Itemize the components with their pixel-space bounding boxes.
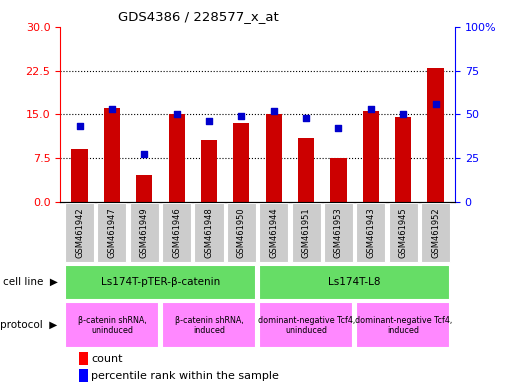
Text: β-catenin shRNA,
uninduced: β-catenin shRNA, uninduced <box>77 316 146 335</box>
FancyBboxPatch shape <box>291 203 321 262</box>
Text: cell line  ▶: cell line ▶ <box>3 277 58 287</box>
FancyBboxPatch shape <box>389 203 418 262</box>
Bar <box>104 108 120 202</box>
Point <box>431 101 440 107</box>
Bar <box>233 123 249 202</box>
Bar <box>201 141 217 202</box>
FancyBboxPatch shape <box>259 203 288 262</box>
Point <box>302 115 310 121</box>
Bar <box>136 175 152 202</box>
Text: GSM461943: GSM461943 <box>366 207 376 258</box>
FancyBboxPatch shape <box>259 265 450 300</box>
Text: GSM461942: GSM461942 <box>75 207 84 258</box>
Point <box>334 125 343 131</box>
Bar <box>363 111 379 202</box>
Bar <box>79 369 88 382</box>
Point <box>108 106 116 112</box>
Bar <box>72 149 88 202</box>
Text: count: count <box>92 354 123 364</box>
Text: GSM461946: GSM461946 <box>172 207 181 258</box>
Text: GSM461948: GSM461948 <box>204 207 213 258</box>
Point <box>75 123 84 129</box>
FancyBboxPatch shape <box>162 303 256 349</box>
FancyBboxPatch shape <box>65 303 159 349</box>
Text: GDS4386 / 228577_x_at: GDS4386 / 228577_x_at <box>118 10 279 23</box>
FancyBboxPatch shape <box>227 203 256 262</box>
Point <box>237 113 246 119</box>
Point <box>205 118 213 124</box>
Text: dominant-negative Tcf4,
induced: dominant-negative Tcf4, induced <box>355 316 452 335</box>
Text: GSM461953: GSM461953 <box>334 207 343 258</box>
Text: dominant-negative Tcf4,
uninduced: dominant-negative Tcf4, uninduced <box>257 316 355 335</box>
FancyBboxPatch shape <box>356 203 385 262</box>
Point <box>173 111 181 118</box>
Text: GSM461945: GSM461945 <box>399 207 408 258</box>
Point <box>399 111 407 118</box>
FancyBboxPatch shape <box>259 303 353 349</box>
Text: GSM461950: GSM461950 <box>237 207 246 258</box>
FancyBboxPatch shape <box>356 303 450 349</box>
Point <box>269 108 278 114</box>
Bar <box>298 137 314 202</box>
FancyBboxPatch shape <box>65 203 94 262</box>
FancyBboxPatch shape <box>130 203 159 262</box>
Bar <box>427 68 444 202</box>
Text: GSM461947: GSM461947 <box>107 207 117 258</box>
Bar <box>168 114 185 202</box>
Text: GSM461952: GSM461952 <box>431 207 440 258</box>
FancyBboxPatch shape <box>195 203 224 262</box>
Text: Ls174T-L8: Ls174T-L8 <box>328 277 381 287</box>
FancyBboxPatch shape <box>97 203 127 262</box>
Point <box>367 106 375 112</box>
Bar <box>79 352 88 365</box>
Text: protocol  ▶: protocol ▶ <box>1 320 58 331</box>
Text: GSM461951: GSM461951 <box>302 207 311 258</box>
Text: GSM461949: GSM461949 <box>140 207 149 258</box>
Text: percentile rank within the sample: percentile rank within the sample <box>92 371 279 381</box>
Text: β-catenin shRNA,
induced: β-catenin shRNA, induced <box>175 316 243 335</box>
Text: GSM461944: GSM461944 <box>269 207 278 258</box>
Bar <box>395 117 411 202</box>
Point <box>140 151 149 157</box>
FancyBboxPatch shape <box>65 265 256 300</box>
Text: Ls174T-pTER-β-catenin: Ls174T-pTER-β-catenin <box>101 277 220 287</box>
FancyBboxPatch shape <box>421 203 450 262</box>
FancyBboxPatch shape <box>162 203 191 262</box>
FancyBboxPatch shape <box>324 203 353 262</box>
Bar <box>331 158 347 202</box>
Bar <box>266 114 282 202</box>
